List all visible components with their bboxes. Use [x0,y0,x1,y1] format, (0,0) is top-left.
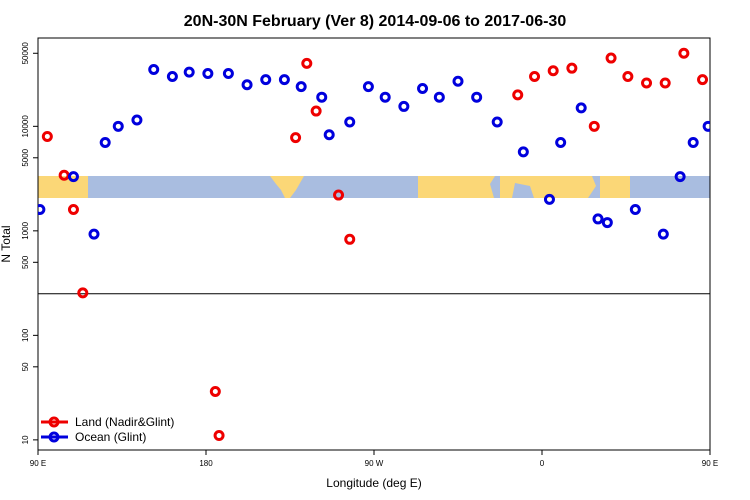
land-point [512,89,524,101]
land-point [77,287,89,299]
legend: Land (Nadir&Glint) Ocean (Glint) [41,415,174,444]
map-land-india [581,176,596,198]
land-point [344,233,356,245]
y-tick-label: 500 [21,255,30,269]
land-point [605,52,617,64]
land-point [622,70,634,82]
ocean-point [575,102,587,114]
y-axis: 10 50 100 500 1000 5000 10000 50000 [21,42,38,444]
ocean-point [452,75,464,87]
ocean-point [601,217,613,229]
x-tick-label: 90 E [30,459,46,468]
ocean-point [131,114,143,126]
ocean-point [295,81,307,93]
ocean-point [183,66,195,78]
land-point [58,169,70,181]
land-point [301,57,313,69]
ocean-point [316,91,328,103]
ocean-point [148,63,160,75]
ocean-point [323,129,335,141]
data-points [38,47,746,442]
ocean-point [657,228,669,240]
y-tick-label: 50 [21,362,30,371]
ocean-point [362,81,374,93]
ocean-point [166,70,178,82]
land-point [290,132,302,144]
land-point [41,130,53,142]
ocean-point [344,116,356,128]
x-tick-label: 180 [199,459,213,468]
ocean-point [471,91,483,103]
y-tick-label: 50000 [21,42,30,65]
land-point [715,132,723,140]
land-point [310,105,322,117]
land-point [547,65,559,77]
ocean-point [241,79,253,91]
land-point [566,62,578,74]
y-tick-label: 1000 [21,221,30,239]
ocean-point [88,228,100,240]
chart-title: 20N-30N February (Ver 8) 2014-09-06 to 2… [184,13,567,30]
land-point [529,70,541,82]
x-axis-title: Longitude (deg E) [326,476,421,490]
x-axis: 90 E 180 90 W 0 90 E [30,450,718,468]
land-point [213,430,225,442]
land-point [678,47,690,59]
y-axis-title: N Total [0,225,13,262]
ocean-point [674,171,686,183]
land-point [659,77,671,89]
ocean-point [491,116,503,128]
ocean-point [517,146,529,158]
ocean-point [67,171,79,183]
ocean-point [112,120,124,132]
ocean-point [592,213,604,225]
world-map-strip [38,176,710,198]
legend-marker-ocean [48,431,60,443]
y-tick-label: 10000 [21,115,30,138]
x-tick-label: 0 [540,459,545,468]
ocean-point [38,204,46,216]
ocean-point [202,68,214,80]
land-point [697,74,709,86]
ocean-point [379,91,391,103]
y-tick-label: 10 [21,435,30,444]
legend-label-land: Land (Nadir&Glint) [75,415,174,429]
ocean-point [260,74,272,86]
ocean-point [278,74,290,86]
land-point [333,189,345,201]
land-point [209,386,221,398]
land-point [732,171,740,179]
ocean-point [738,65,746,73]
ocean-point [433,91,445,103]
land-point [641,77,653,89]
legend-label-ocean: Ocean (Glint) [75,430,146,444]
ocean-point [543,193,555,205]
ocean-point [99,137,111,149]
map-sea-red [490,176,500,198]
map-sea-gulf [512,183,534,198]
map-land-mexico [270,176,304,198]
ocean-point [398,100,410,112]
land-point [67,204,79,216]
map-land-asia-east [600,176,630,198]
x-tick-label: 90 E [702,459,718,468]
y-tick-label: 100 [21,328,30,342]
ocean-point [721,116,729,124]
ocean-point [417,83,429,95]
x-tick-label: 90 W [365,459,384,468]
ocean-point [222,68,234,80]
legend-marker-land [48,416,60,428]
plot-frame [37,37,711,451]
land-point [588,120,600,132]
ocean-point [687,137,699,149]
ocean-point [629,204,641,216]
y-tick-label: 5000 [21,148,30,166]
ocean-point [555,137,567,149]
ocean-point [702,120,710,132]
